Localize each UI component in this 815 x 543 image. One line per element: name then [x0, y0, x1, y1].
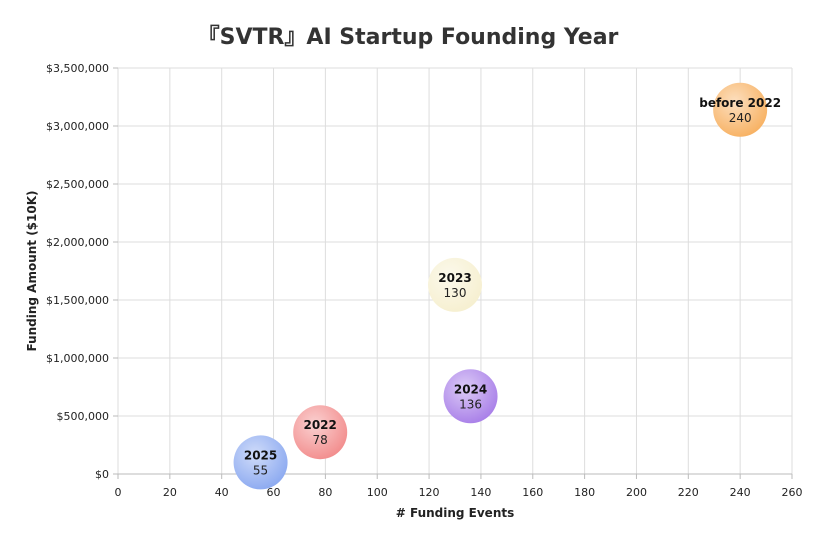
y-axis-title: Funding Amount ($10K): [25, 190, 39, 351]
bubble-value: 130: [444, 286, 467, 300]
bubble-value: 136: [459, 397, 482, 411]
y-tick-label: $2,000,000: [46, 236, 109, 249]
bubble-value: 240: [729, 111, 752, 125]
x-tick-label: 140: [470, 486, 491, 499]
x-tick-label: 220: [678, 486, 699, 499]
bubble-value: 78: [313, 433, 328, 447]
bubble-label: 2024: [454, 382, 487, 396]
x-tick-label: 120: [419, 486, 440, 499]
x-tick-label: 160: [522, 486, 543, 499]
x-tick-label: 60: [267, 486, 281, 499]
x-tick-label: 240: [730, 486, 751, 499]
x-tick-label: 260: [782, 486, 803, 499]
bubble-label: 2025: [244, 448, 277, 462]
bubble-circle: [713, 82, 768, 137]
y-tick-label: $500,000: [57, 410, 110, 423]
x-tick-label: 180: [574, 486, 595, 499]
chart-title: 『SVTR』AI Startup Founding Year: [198, 24, 619, 50]
y-axis-ticks: $0 $500,000 $1,000,000 $1,500,000 $2,000,000…: [46, 62, 118, 481]
x-axis-ticks: 0 20 40 60 80 100 120 140 160 180 200 220 240 260: [115, 474, 803, 499]
y-tick-label: $3,000,000: [46, 120, 109, 133]
y-tick-label: $1,000,000: [46, 352, 109, 365]
bubble-circle: [428, 257, 482, 312]
y-tick-label: $0: [95, 468, 109, 481]
x-tick-label: 80: [318, 486, 332, 499]
x-axis-title: # Funding Events: [396, 506, 515, 520]
x-tick-label: 100: [367, 486, 388, 499]
x-tick-label: 20: [163, 486, 177, 499]
bubble-label: 2022: [303, 418, 336, 432]
bubble-value: 55: [253, 463, 268, 477]
y-tick-label: $1,500,000: [46, 294, 109, 307]
bubble-circle: [443, 369, 498, 424]
x-tick-label: 0: [115, 486, 122, 499]
bubble-circle: [233, 435, 288, 490]
x-tick-label: 40: [215, 486, 229, 499]
bubble-circle: [293, 405, 348, 460]
bubble-label: before 2022: [699, 96, 781, 110]
y-tick-label: $3,500,000: [46, 62, 109, 75]
y-tick-label: $2,500,000: [46, 178, 109, 191]
x-tick-label: 200: [626, 486, 647, 499]
bubble-label: 2023: [438, 271, 471, 285]
